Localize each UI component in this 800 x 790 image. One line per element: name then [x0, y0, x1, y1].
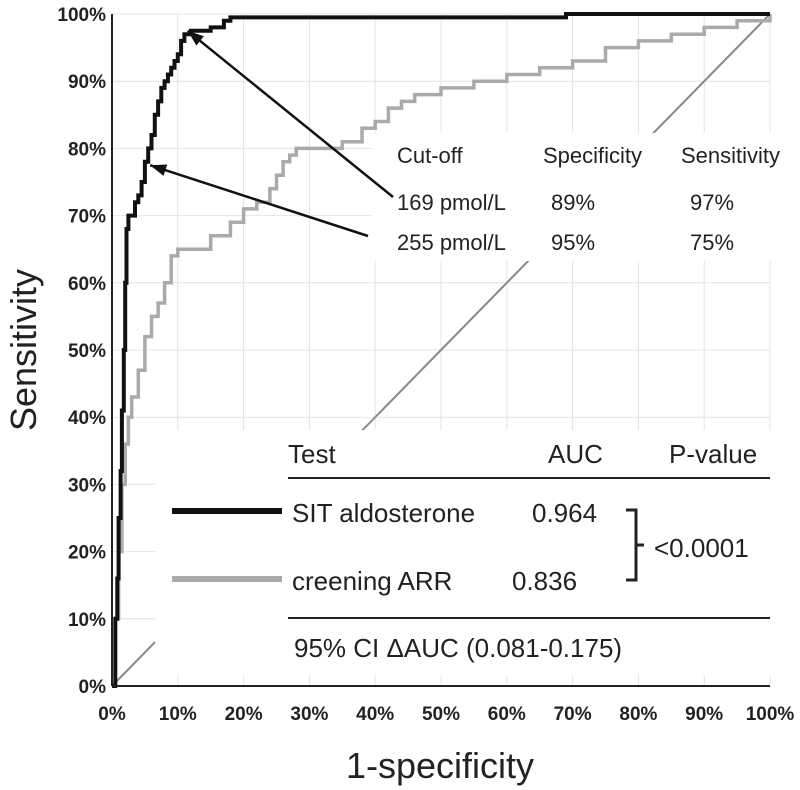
- legend-label-sit-aldosterone: SIT aldosterone: [292, 498, 475, 528]
- p-value-bracket: [626, 508, 644, 582]
- cutoff-row1-value: 169 pmol/L: [397, 190, 506, 215]
- x-tick-label: 70%: [554, 704, 592, 725]
- cutoff-row2-sensitivity: 75%: [690, 230, 734, 255]
- cutoff-background: [372, 133, 800, 261]
- y-tick-label: 20%: [68, 543, 106, 564]
- x-tick-label: 20%: [225, 704, 263, 725]
- cutoff-arrow-line: [149, 164, 369, 238]
- y-tick-label: 60%: [68, 274, 106, 295]
- cutoff-row2-value: 255 pmol/L: [397, 230, 506, 255]
- legend-auc-screening-arr: 0.836: [512, 566, 577, 596]
- x-tick-label: 10%: [159, 704, 197, 725]
- x-tick-label: 0%: [98, 704, 126, 725]
- x-axis-title: 1-specificity: [346, 745, 534, 786]
- x-tick-label: 60%: [488, 704, 526, 725]
- legend-ci-text: 95% CI ΔAUC (0.081-0.175): [294, 633, 622, 663]
- legend-header-pvalue: P-value: [669, 439, 757, 469]
- legend-label-screening-arr: creening ARR: [292, 566, 452, 596]
- cutoff-arrow-head: [150, 164, 168, 176]
- legend-header-test: Test: [288, 439, 336, 469]
- cutoff-arrows: [149, 29, 394, 238]
- cutoff-annotation: Cut-off Specificity Sensitivity 169 pmol…: [372, 133, 800, 261]
- series-line-sit-aldosterone: [112, 12, 770, 688]
- y-tick-label: 70%: [68, 207, 106, 228]
- y-tick-label: 80%: [68, 139, 106, 160]
- legend-auc-sit-aldosterone: 0.964: [532, 498, 597, 528]
- x-tick-label: 50%: [422, 704, 460, 725]
- legend-header-auc: AUC: [548, 439, 603, 469]
- y-tick-label: 40%: [68, 408, 106, 429]
- cutoff-row1-sensitivity: 97%: [690, 190, 734, 215]
- cutoff-arrow-head: [187, 30, 204, 46]
- x-tick-label: 40%: [356, 704, 394, 725]
- y-tick-label: 10%: [68, 610, 106, 631]
- legend-background: [155, 430, 775, 675]
- cutoff-arrow-line: [186, 29, 394, 198]
- p-value: <0.0001: [654, 533, 749, 563]
- cutoff-header-cutoff: Cut-off: [397, 143, 464, 168]
- y-tick-labels: 0% 10% 20% 30% 40% 50% 60% 70% 80% 90% 100%: [57, 5, 106, 698]
- x-tick-labels: 0% 10% 20% 30% 40% 50% 60% 70% 80% 90% 100%: [98, 704, 794, 725]
- y-tick-label: 90%: [68, 72, 106, 93]
- x-tick-label: 80%: [619, 704, 657, 725]
- x-tick-label: 30%: [290, 704, 328, 725]
- series-line-creening-arr: [112, 14, 772, 688]
- axes: [111, 14, 770, 687]
- y-tick-label: 100%: [57, 5, 106, 26]
- cutoff-header-sensitivity: Sensitivity: [681, 143, 780, 168]
- cutoff-header-specificity: Specificity: [543, 143, 642, 168]
- y-tick-label: 0%: [79, 677, 107, 698]
- x-tick-label: 100%: [746, 704, 795, 725]
- series-group: [112, 12, 772, 688]
- y-tick-label: 30%: [68, 475, 106, 496]
- legend-table: Test AUC P-value SIT aldosterone 0.964 c…: [155, 430, 775, 675]
- y-tick-label: 50%: [68, 341, 106, 362]
- x-tick-label: 90%: [685, 704, 723, 725]
- cutoff-row1-specificity: 89%: [551, 190, 595, 215]
- cutoff-row2-specificity: 95%: [551, 230, 595, 255]
- y-axis-title: Sensitivity: [3, 269, 44, 431]
